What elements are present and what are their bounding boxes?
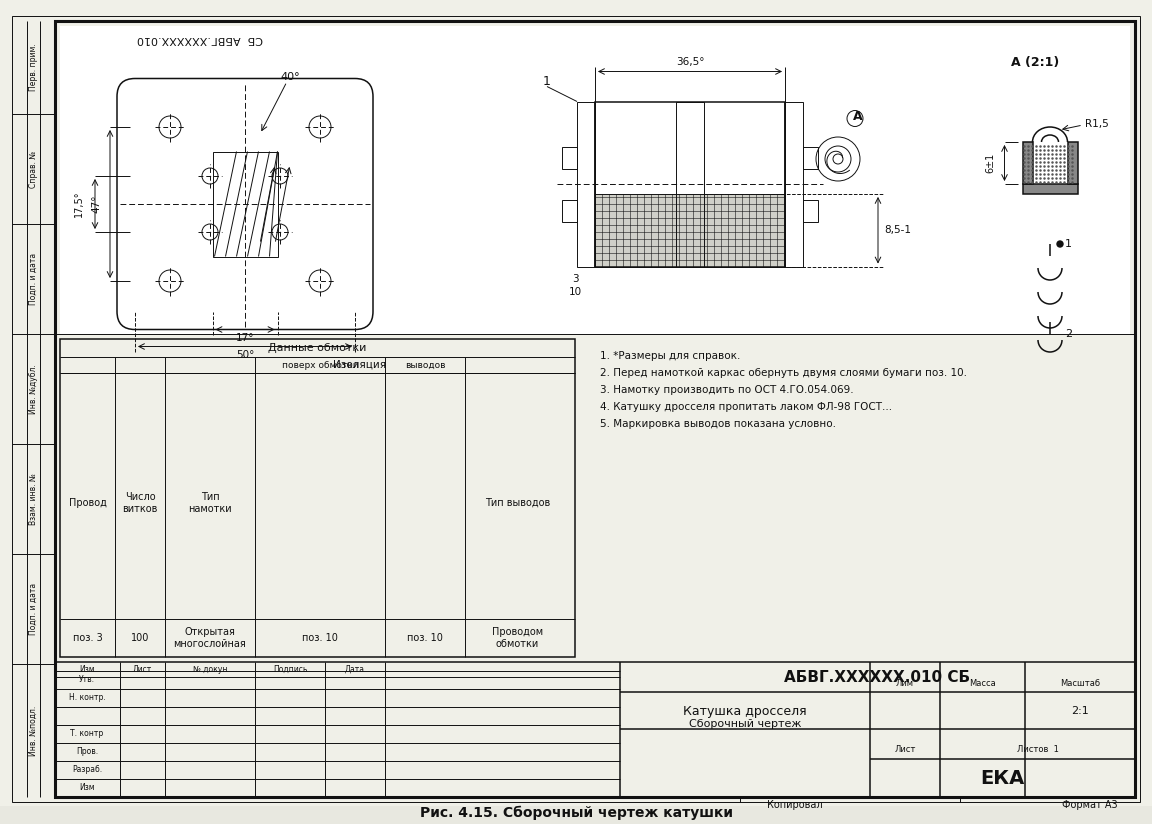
Bar	[55, 662, 1135, 797]
Text: ЕКА: ЕКА	[980, 769, 1024, 788]
Bar	[1068, 142, 1077, 184]
Text: 1: 1	[543, 75, 551, 88]
Text: Инв. №подл.: Инв. №подл.	[29, 705, 38, 756]
Text: Лист: Лист	[132, 664, 152, 673]
Text: Формат А3: Формат А3	[1062, 800, 1117, 810]
Text: Тип выводов: Тип выводов	[485, 498, 551, 508]
Text: Инв. №дубл.: Инв. №дубл.	[29, 364, 38, 414]
Bar	[1023, 184, 1077, 194]
Text: 2: 2	[1064, 329, 1073, 339]
Bar	[1023, 142, 1032, 184]
Circle shape	[1058, 241, 1063, 247]
Text: Открытая
многослойная: Открытая многослойная	[174, 627, 247, 648]
Text: АБВГ.XXXXXX.010 СБ: АБВГ.XXXXXX.010 СБ	[785, 669, 971, 685]
Text: Подп. и дата: Подп. и дата	[29, 583, 38, 635]
Text: Лим: Лим	[896, 680, 914, 689]
Text: 40°: 40°	[280, 72, 300, 82]
FancyBboxPatch shape	[118, 78, 373, 330]
Text: 8,5-1: 8,5-1	[885, 225, 911, 235]
Bar	[803, 200, 818, 222]
Bar	[803, 147, 818, 169]
Text: Т. контр: Т. контр	[70, 729, 104, 738]
Text: А: А	[854, 110, 863, 123]
Text: Дата: Дата	[344, 664, 365, 673]
Bar	[530, 26, 1130, 334]
Text: Изм: Изм	[79, 664, 96, 673]
Text: Взам. инв. №: Взам. инв. №	[29, 473, 38, 525]
Text: Лист: Лист	[894, 746, 916, 755]
Text: 5. Маркировка выводов показана условно.: 5. Маркировка выводов показана условно.	[600, 419, 836, 429]
Text: 2:1: 2:1	[1071, 705, 1089, 715]
Bar	[60, 26, 560, 334]
Text: Масштаб: Масштаб	[1060, 680, 1100, 689]
Text: СБ  АБВГ.XXXXXX.010: СБ АБВГ.XXXXXX.010	[137, 34, 263, 44]
Text: Разраб.: Разраб.	[71, 765, 103, 775]
Text: Изм: Изм	[79, 784, 94, 793]
Text: R1,5: R1,5	[1085, 119, 1108, 129]
Text: поз. 10: поз. 10	[302, 633, 338, 643]
Text: Изоляция: Изоляция	[333, 360, 387, 370]
Text: 100: 100	[131, 633, 150, 643]
Text: Число
витков: Число витков	[122, 492, 158, 514]
Text: поз. 10: поз. 10	[407, 633, 442, 643]
Bar	[562, 147, 577, 169]
Text: Подпись: Подпись	[273, 664, 308, 673]
Text: Н. контр.: Н. контр.	[69, 694, 105, 703]
Text: Данные обмотки: Данные обмотки	[268, 343, 366, 353]
Text: 1. *Размеры для справок.: 1. *Размеры для справок.	[600, 351, 741, 361]
Text: Сборочный чертеж: Сборочный чертеж	[689, 719, 802, 729]
Text: А (2:1): А (2:1)	[1010, 55, 1059, 68]
Text: 2. Перед намоткой каркас обернуть двумя слоями бумаги поз. 10.: 2. Перед намоткой каркас обернуть двумя …	[600, 368, 967, 378]
Text: Пров.: Пров.	[76, 747, 98, 756]
Text: Перв. прим.: Перв. прим.	[29, 44, 38, 91]
Text: Тип
намотки: Тип намотки	[188, 492, 232, 514]
Text: 36,5°: 36,5°	[676, 57, 704, 67]
Text: Проводом
обмотки: Проводом обмотки	[492, 627, 543, 648]
Text: 4. Катушку дросселя пропитать лаком ФЛ-98 ГОСТ...: 4. Катушку дросселя пропитать лаком ФЛ-9…	[600, 402, 892, 412]
Text: 1: 1	[1064, 239, 1073, 249]
Bar	[785, 101, 803, 266]
Text: Листов  1: Листов 1	[1016, 746, 1059, 755]
Bar	[594, 101, 785, 266]
Text: Провод: Провод	[69, 498, 106, 508]
Text: поз. 3: поз. 3	[73, 633, 103, 643]
Bar	[212, 152, 278, 256]
Text: № докун: № докун	[192, 664, 227, 673]
Text: 47°: 47°	[91, 194, 101, 213]
Text: Копировал: Копировал	[767, 800, 823, 810]
Bar	[60, 339, 575, 657]
Text: 6±1: 6±1	[985, 153, 995, 173]
Text: Масса: Масса	[969, 680, 995, 689]
Text: 3: 3	[571, 274, 578, 283]
Text: Катушка дросселя: Катушка дросселя	[683, 705, 806, 718]
Text: 50°: 50°	[236, 349, 255, 359]
Bar	[676, 101, 704, 266]
Text: 17,5°: 17,5°	[74, 190, 84, 218]
Text: 3. Намотку производить по ОСТ 4.ГО.054.069.: 3. Намотку производить по ОСТ 4.ГО.054.0…	[600, 385, 854, 395]
Text: Рис. 4.15. Сборочный чертеж катушки: Рис. 4.15. Сборочный чертеж катушки	[419, 806, 733, 820]
Text: 17°: 17°	[236, 333, 255, 343]
Text: 10: 10	[568, 287, 582, 297]
Bar	[562, 200, 577, 222]
Text: выводов: выводов	[404, 361, 446, 369]
Bar	[594, 194, 785, 266]
Text: Утв.: Утв.	[79, 676, 94, 685]
Text: Справ. №: Справ. №	[29, 151, 38, 188]
Text: Подп. и дата: Подп. и дата	[29, 253, 38, 305]
Bar	[577, 101, 594, 266]
Text: поверх обмотки: поверх обмотки	[282, 361, 358, 369]
